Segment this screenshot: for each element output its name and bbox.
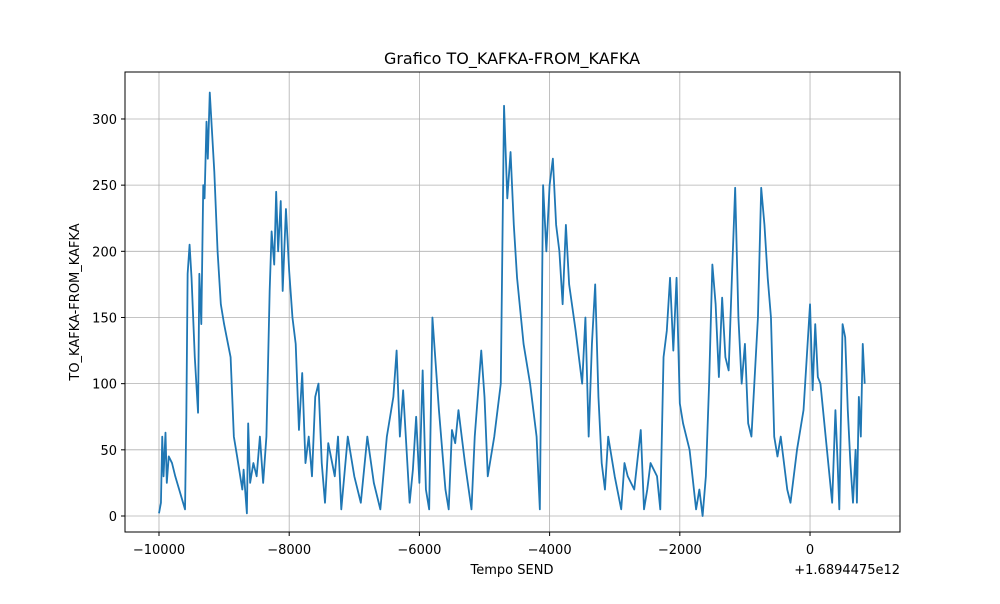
y-tick-label: 0 [109, 510, 117, 525]
y-tick-label: 300 [92, 113, 117, 128]
y-axis-label: TO_KAFKA-FROM_KAFKA [68, 223, 83, 381]
x-tick-label: −2000 [658, 543, 702, 558]
plot-frame [124, 71, 901, 533]
x-tick-label: −8000 [267, 543, 311, 558]
chart-title: Grafico TO_KAFKA-FROM_KAFKA [384, 49, 640, 69]
x-axis-label: Tempo SEND [470, 563, 554, 578]
y-tick-label: 200 [92, 245, 117, 260]
y-tick-label: 150 [92, 311, 117, 326]
x-offset-label: +1.6894475e12 [794, 563, 900, 578]
y-tick-label: 100 [92, 378, 117, 393]
y-tick-label: 50 [100, 444, 117, 459]
x-tick-label: 0 [806, 543, 814, 558]
x-tick-label: −10000 [133, 543, 185, 558]
x-tick-label: −4000 [528, 543, 572, 558]
y-tick-label: 250 [92, 179, 117, 194]
x-tick-label: −6000 [397, 543, 441, 558]
data-line [158, 91, 866, 517]
